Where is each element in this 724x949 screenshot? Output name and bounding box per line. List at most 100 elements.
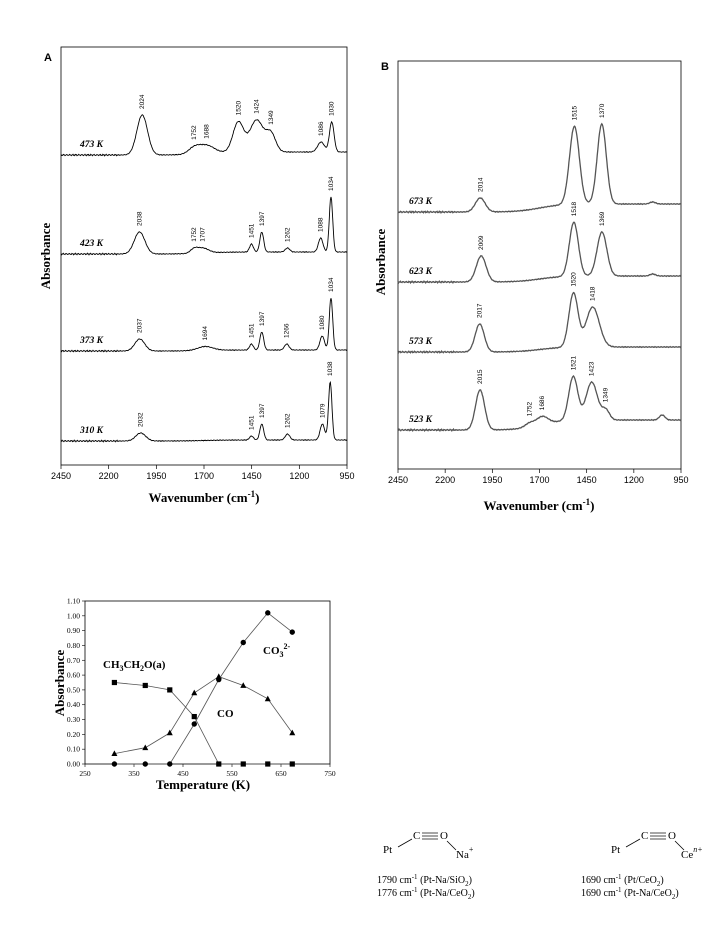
panel-a-xtick-label: 1950 <box>146 471 166 481</box>
panel-a-xtick-label: 2200 <box>99 471 119 481</box>
panel-b-spectrum-673K <box>397 122 682 214</box>
panel-a-spectrum-473K <box>60 114 348 157</box>
panel-a-peak-label: 1451 <box>248 323 255 338</box>
panel-c-point-carbonate <box>289 629 295 635</box>
panel-c-point-co <box>289 729 296 736</box>
panel-b-peak-label: 1520 <box>570 272 577 287</box>
panel-c-series-line-co <box>114 676 293 754</box>
panel-a-peak-label: 1038 <box>327 361 334 376</box>
panel-a-temperature-label: 373 K <box>79 336 104 346</box>
panel-b-peak-label: 1369 <box>599 211 606 226</box>
struct-right-caption-1: 1690 cm-1 (Pt/CeO2) <box>581 873 664 888</box>
panel-b-peak-label: 2014 <box>477 177 484 192</box>
panel-b-temperature-label: 523 K <box>409 415 433 425</box>
panel-c-point-co <box>142 744 149 751</box>
panel-a-peak-label: 2032 <box>138 412 145 427</box>
panel-c-point-ethoxy <box>167 687 173 693</box>
struct-right-triple-bond <box>650 832 666 840</box>
panel-c-point-ethoxy <box>216 761 222 767</box>
panel-a-peak-label: 1752 <box>191 125 198 140</box>
panel-a-frame <box>60 46 348 466</box>
struct-right-c: C <box>641 830 648 842</box>
series-label-ethoxy: CH3CH2O(a) <box>103 659 166 673</box>
panel-a-xlabel: Wavenumber (cm-1) <box>149 489 260 505</box>
struct-left-triple-bond <box>422 832 438 840</box>
panel-b-xtick-label: 1700 <box>529 475 549 485</box>
struct-left-o: O <box>440 830 448 842</box>
panel-a-peak-label: 1451 <box>248 415 255 430</box>
struct-left-bond-pt-c <box>397 838 413 848</box>
panel-a-spectrum-373K <box>60 298 348 353</box>
panel-a-peak-label: 1424 <box>254 99 261 114</box>
panel-b-peak-label: 1752 <box>527 401 534 416</box>
panel-a-peak-label: 1034 <box>328 277 335 292</box>
panel-a-peak-label: 1707 <box>200 227 207 242</box>
panel-a-peak-label: 1030 <box>329 101 336 116</box>
panel-c-ytick-label: 1.10 <box>67 597 80 606</box>
structure-pt-co-ce: Pt C O Cen+ 1690 cm-1 (Pt/CeO2) 1690 cm-… <box>581 830 703 901</box>
panel-a-peak-label: 1752 <box>191 227 198 242</box>
panel-c-point-carbonate <box>265 610 271 616</box>
panel-a-peak-label: 2038 <box>137 211 144 226</box>
panel-a-peak-label: 1694 <box>202 326 209 341</box>
panel-b-letter: B <box>381 61 389 73</box>
panel-a-peak-label: 1397 <box>259 311 266 326</box>
panel-b-peak-label: 2017 <box>477 303 484 318</box>
panel-a-peak-label: 2037 <box>137 318 144 333</box>
panel-c-ytick-label: 1.00 <box>67 611 80 620</box>
panel-a-ylabel: Absorbance <box>38 223 53 290</box>
series-label-co: CO <box>217 708 234 720</box>
struct-left-bond-o-na <box>446 840 457 851</box>
struct-left-caption-1: 1790 cm-1 (Pt-Na/SiO2) <box>377 873 472 888</box>
panel-c-ytick-label: 0.40 <box>67 700 80 709</box>
panel-c-ytick-label: 0.20 <box>67 730 80 739</box>
panel-b-peak-label: 1521 <box>570 355 577 370</box>
panel-b-peak-label: 1370 <box>599 103 606 118</box>
panel-b-xtick-label: 1200 <box>624 475 644 485</box>
panel-c-point-carbonate <box>111 761 118 767</box>
panel-c-point-ethoxy <box>265 761 271 767</box>
panel-c-point-co <box>191 689 198 696</box>
panel-a-peak-label: 1079 <box>319 403 326 418</box>
panel-c-point-carbonate <box>167 761 173 767</box>
panel-c-ytick-label: 0.30 <box>67 715 80 724</box>
panel-b-temperature-label: 673 K <box>409 197 433 207</box>
panel-a-peak-label: 1088 <box>318 217 325 232</box>
panel-c-xtick-label: 250 <box>79 769 91 778</box>
panel-c-point-carbonate <box>142 761 148 767</box>
panel-a-peak-label: 2024 <box>139 94 146 109</box>
panel-c-ytick-label: 0.60 <box>67 671 80 680</box>
panel-c-xlabel: Temperature (K) <box>156 777 250 792</box>
panel-a-peak-label: 1520 <box>235 101 242 116</box>
panel-c-series-line-ethoxy <box>114 682 293 765</box>
struct-left-c: C <box>413 830 420 842</box>
panel-b-xtick-label: 1450 <box>577 475 597 485</box>
panel-b-peak-label: 2009 <box>478 235 485 250</box>
struct-right-bond-pt-c <box>625 838 641 848</box>
panel-c-ytick-label: 0.10 <box>67 745 80 754</box>
panel-a-spectrum-423K <box>60 196 348 256</box>
struct-right-o: O <box>668 830 676 842</box>
panel-c-point-co <box>240 682 247 688</box>
panel-c-ytick-label: 0.90 <box>67 626 80 635</box>
panel-a-peak-label: 1034 <box>328 176 335 191</box>
panel-b-temperature-label: 623 K <box>409 267 433 277</box>
struct-left-pt: Pt <box>383 844 392 856</box>
panel-b-xtick-label: 1950 <box>482 475 502 485</box>
panel-a-peak-label: 1262 <box>285 227 292 242</box>
panel-b-xtick-label: 2200 <box>435 475 455 485</box>
panel-b-temperature-label: 573 K <box>409 337 433 347</box>
panel-b-spectrum-573K <box>397 291 682 354</box>
panel-a-peak-label: 1397 <box>259 211 266 226</box>
panel-c-point-carbonate <box>191 721 197 727</box>
panel-a-peak-label: 1262 <box>285 413 292 428</box>
panel-b-peak-label: 1518 <box>571 201 578 216</box>
panel-a-temperature-label: 310 K <box>79 426 104 436</box>
struct-right-bond-o-ce <box>674 840 685 851</box>
panel-a-peak-label: 1266 <box>284 323 291 338</box>
panel-c-ytick-label: 0.00 <box>67 760 80 769</box>
panel-a-temperature-label: 423 K <box>79 239 104 249</box>
panel-c-xtick-label: 450 <box>177 769 189 778</box>
panel-c-ytick-label: 0.80 <box>67 641 80 650</box>
